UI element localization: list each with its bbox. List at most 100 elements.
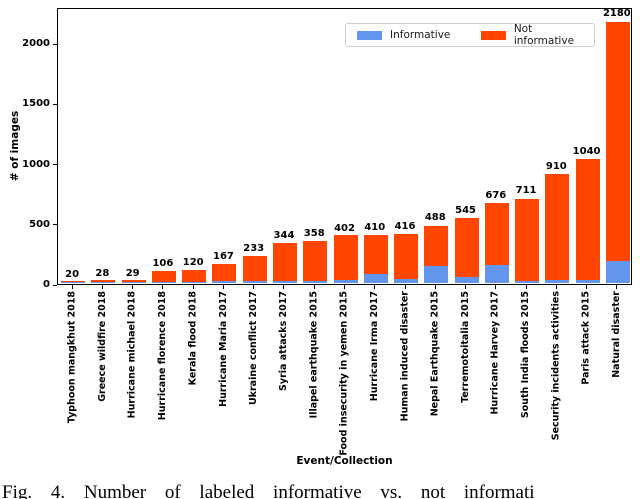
bar-value-label: 358	[303, 227, 325, 239]
y-tick-label: 1000	[22, 158, 50, 170]
bar-segment-informative	[576, 280, 600, 283]
y-tick-mark	[53, 224, 57, 226]
x-tick-label: Hurricane Irma 2017	[368, 291, 380, 402]
x-tick-mark	[616, 285, 618, 289]
x-tick-label: Hurricane florence 2018	[156, 291, 168, 421]
bar-value-label: 410	[364, 221, 386, 233]
x-tick-mark	[525, 285, 527, 289]
bar-segment-not-informative	[606, 22, 630, 261]
legend-label-informative: Informative	[390, 29, 451, 41]
x-tick-label: Illapel earthquake 2015	[308, 291, 320, 419]
bar-value-label: 167	[213, 250, 234, 262]
bar-segment-not-informative	[91, 280, 115, 282]
x-tick-label: Ukraine conflict 2017	[247, 291, 259, 406]
bar-segment-informative	[61, 282, 85, 283]
x-tick-mark	[374, 285, 376, 289]
bar-segment-not-informative	[545, 174, 569, 280]
bar-segment-informative	[394, 279, 418, 283]
bar-segment-informative	[91, 282, 115, 283]
bar-value-label: 2180	[602, 8, 631, 20]
bar-segment-not-informative	[334, 235, 358, 280]
x-tick-mark	[404, 285, 406, 289]
x-tick-mark	[253, 285, 255, 289]
x-tick-mark	[495, 285, 497, 289]
figure-caption: Fig. 4. Number of labeled informative vs…	[2, 482, 535, 499]
bar-value-label: 711	[515, 185, 537, 197]
bar-segment-informative	[152, 282, 176, 283]
bar-segment-not-informative	[424, 226, 448, 266]
bar-value-label: 233	[243, 242, 265, 254]
y-tick-mark	[53, 164, 57, 166]
bar-segment-not-informative	[61, 281, 85, 282]
x-axis-label: Event/Collection	[296, 455, 393, 467]
x-tick-label: Syria attacks 2017	[277, 291, 289, 391]
x-tick-label: Hurricane Harvey 2017	[489, 291, 501, 415]
y-tick-label: 0	[43, 279, 50, 290]
bar-segment-informative	[334, 280, 358, 283]
bar-segment-informative	[545, 280, 569, 283]
bar-segment-not-informative	[182, 270, 206, 282]
x-tick-mark	[344, 285, 345, 289]
x-tick-mark	[71, 285, 73, 289]
bar-segment-informative	[364, 274, 388, 283]
bar-value-label: 106	[152, 258, 174, 270]
bar-segment-informative	[515, 281, 539, 283]
x-tick-mark	[162, 285, 164, 289]
x-tick-label: Nepal Earthquake 2015	[429, 291, 441, 417]
bar-value-label: 402	[334, 222, 355, 234]
bar-segment-not-informative	[515, 199, 539, 281]
x-tick-mark	[434, 285, 436, 289]
y-tick-mark	[53, 103, 57, 105]
y-tick-label: 2000	[22, 38, 50, 50]
not-informative-swatch-icon	[481, 30, 506, 40]
bar-segment-informative	[424, 266, 448, 283]
y-tick-mark	[53, 284, 57, 286]
x-tick-label: Food insecurity in yemen 2015	[338, 291, 350, 456]
x-tick-label: South India floods 2015	[520, 291, 532, 419]
bar-segment-not-informative	[243, 256, 267, 281]
legend: Informative Not informative	[345, 23, 595, 47]
x-tick-label: Natural disaster	[610, 291, 622, 378]
bar-segment-not-informative	[212, 264, 236, 281]
x-tick-mark	[132, 285, 134, 289]
bar-value-label: 676	[485, 189, 507, 201]
bar-segment-informative	[273, 281, 297, 283]
x-tick-mark	[313, 285, 315, 289]
bar-segment-not-informative	[455, 218, 479, 277]
bar-segment-not-informative	[364, 235, 388, 274]
x-tick-mark	[192, 285, 194, 289]
bar-value-label: 416	[394, 220, 416, 232]
x-tick-label: Terremotoitalia 2015	[459, 291, 471, 403]
x-tick-label: Security incidents activities	[550, 291, 562, 441]
x-tick-mark	[222, 285, 224, 289]
x-tick-mark	[101, 285, 103, 289]
bar-segment-informative	[212, 281, 236, 283]
x-tick-mark	[465, 285, 467, 289]
x-tick-label: Greece wildfire 2018	[96, 291, 108, 402]
bar-value-label: 910	[545, 161, 567, 173]
bar-value-label: 29	[125, 267, 140, 279]
bar-value-label: 1040	[572, 145, 601, 157]
bar-segment-not-informative	[152, 271, 176, 282]
bar-segment-not-informative	[485, 203, 509, 265]
bar-value-label: 28	[95, 267, 110, 279]
x-tick-mark	[555, 285, 557, 289]
bar-segment-informative	[243, 281, 267, 283]
bar-segment-informative	[182, 282, 206, 283]
bar-segment-informative	[122, 282, 146, 283]
bar-segment-not-informative	[122, 280, 146, 282]
informative-swatch-icon	[357, 30, 382, 40]
plot-area	[57, 8, 632, 285]
y-axis-label: # of images	[9, 110, 21, 182]
bar-value-label: 20	[65, 268, 80, 280]
bar-segment-not-informative	[394, 234, 418, 279]
bar-value-label: 344	[273, 229, 295, 241]
bar-segment-informative	[303, 281, 327, 283]
x-tick-label: Human induced disaster	[399, 291, 411, 422]
x-tick-label: Typhoon mangkhut 2018	[66, 291, 78, 424]
bar-segment-not-informative	[576, 159, 600, 280]
bar-segment-not-informative	[273, 243, 297, 281]
x-tick-mark	[586, 285, 588, 289]
bar-segment-informative	[485, 265, 509, 283]
